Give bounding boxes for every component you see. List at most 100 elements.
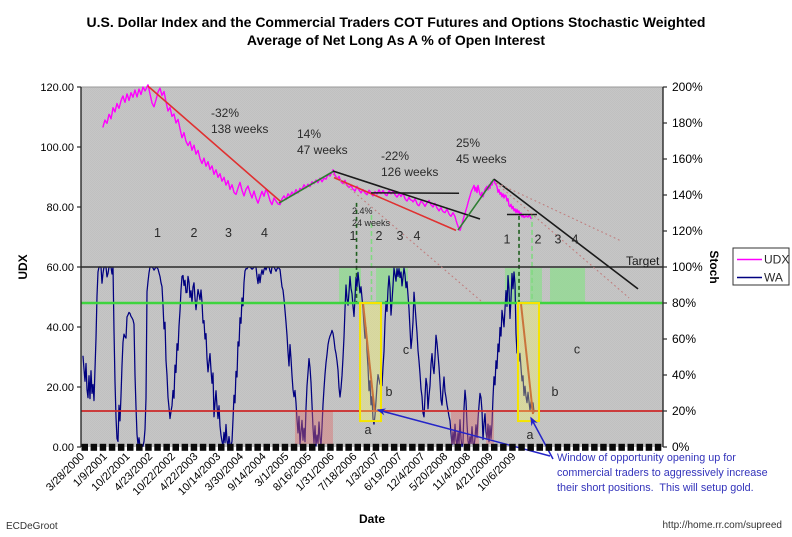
left-tick-label: 20.00 [46,382,74,394]
x-axis-square [427,443,434,451]
x-axis-square [108,443,116,451]
series-wa [82,266,537,448]
x-axis-square [636,443,644,451]
footer-author: ECDeGroot [6,521,58,532]
ann-32pct-line1: -32% [211,106,239,120]
ann-14pct-line2: 47 weeks [297,143,348,157]
legend-label-wa: WA [764,271,783,285]
wave-number-2: 2 [376,229,383,243]
x-axis-square [445,443,452,451]
right-tick-label: 0% [672,440,690,454]
highlight-box-yellow [359,302,382,423]
x-axis-square [472,443,480,451]
left-tick-label: 120.00 [40,82,74,94]
chart-text-annotations: -32% 138 weeks 14% 47 weeks -22% 126 weeks 25%… [154,106,660,442]
note-line2: commercial traders to aggressively incre… [557,467,768,479]
x-axis-square [500,443,507,451]
ann-25pct-line2: 45 weeks [456,152,507,166]
trend-decline-2005-2008-lower [333,176,457,232]
note-line1: Window of opportunity opening up for [557,452,736,464]
wave-letter-b: b [386,385,393,399]
x-axis-square [545,443,553,451]
x-axis-square [190,443,198,451]
x-axis-square [354,443,361,451]
wave-number-3: 3 [554,233,561,247]
trend-fan-2009-lower-dotted [495,182,630,299]
right-tick-label: 180% [672,116,703,130]
legend: UDX WA [732,247,790,286]
right-tick-label: 160% [672,152,703,166]
x-axis-square [400,443,407,451]
left-tick-label: 100.00 [40,142,74,154]
x-axis-square [518,443,525,451]
x-axis-square [481,443,489,451]
highlight-box-pink [451,411,480,444]
x-axis-square [409,443,416,451]
legend-label-udx: UDX [764,253,789,267]
x-axis-title: Date [359,512,385,526]
x-axis-square [272,443,280,451]
left-axis-title: UDX [16,254,30,279]
x-axis-square [491,443,498,451]
left-tick-label: 80.00 [46,202,74,214]
x-axis-square [372,443,380,451]
x-axis-square [463,443,471,451]
wave-number-4: 4 [572,233,579,247]
right-tick-label: 60% [672,332,696,346]
wave-number-2: 2 [534,233,541,247]
ann-2-4pct-line1: 2.4% [352,206,373,216]
wave-number-3: 3 [225,226,232,240]
x-axis-square [254,443,261,451]
ann-14pct-line1: 14% [297,127,321,141]
x-axis-square [136,443,143,451]
x-axis-square [600,443,607,451]
trend-decline-2001-2004 [147,85,282,203]
right-tick-label: 100% [672,260,703,274]
x-axis-square [290,443,298,451]
wave-number-4: 4 [261,226,268,240]
note-window-of-opportunity: Window of opportunity opening up for com… [557,452,768,494]
wave-letter-c: c [403,343,409,357]
x-axis-square [90,443,98,451]
footer-url: http://home.rr.com/supreed [662,520,782,531]
wave-number-2: 2 [190,226,197,240]
chart-title-line1: U.S. Dollar Index and the Commercial Tra… [87,14,706,30]
wave-number-3: 3 [397,229,404,243]
x-axis-square [582,443,589,451]
stoch-collapse-2006 [362,302,376,411]
right-tick-label: 20% [672,404,696,418]
x-axis-square [527,443,534,451]
x-axis-square [127,443,134,451]
x-axis-square [318,443,325,451]
left-tick-label: 60.00 [46,262,74,274]
x-axis-square [336,443,343,451]
x-axis-square [618,443,625,451]
x-axis-square [145,443,152,451]
x-axis-square [299,443,307,451]
right-tick-label: 40% [672,368,696,382]
x-axis-square [172,443,179,451]
wave-letter-a: a [527,428,534,442]
chart-overlays [81,85,663,460]
ann-2-4pct-line2: 24 weeks [352,218,391,228]
trend-decline-2005-2008-upper [332,170,481,220]
x-axis-square [227,443,234,451]
right-tick-label: 200% [672,80,703,94]
note-line3: their short positions. This will setup g… [557,482,754,494]
trend-projection-to-target [493,178,639,290]
x-axis-square [163,443,170,451]
wave-number-4: 4 [413,229,420,243]
x-axis-square [609,443,616,451]
left-tick-label: 0.00 [53,442,74,454]
left-tick-label: 40.00 [46,322,74,334]
ann-22pct-line2: 126 weeks [381,165,438,179]
x-axis-square [218,443,225,451]
x-axis-square [363,443,371,451]
x-axis-square [645,443,653,451]
right-tick-label: 120% [672,224,703,238]
x-axis-square [327,443,334,451]
stoch-collapse-2009 [520,303,534,415]
x-axis-square [418,443,425,451]
wave-number-1: 1 [503,233,510,247]
